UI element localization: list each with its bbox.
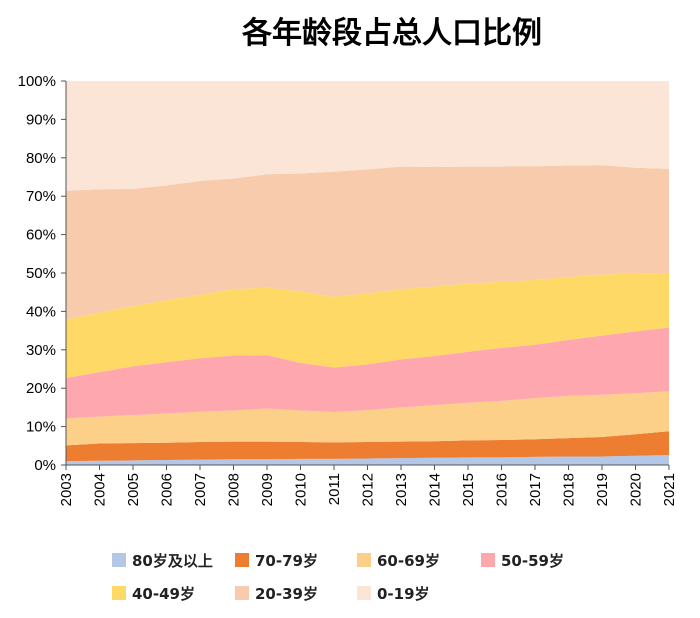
area-series-60-69-2 xyxy=(66,391,669,446)
x-tick-label: 2009 xyxy=(259,473,276,506)
legend-label: 50-59岁 xyxy=(501,552,564,570)
y-tick-label: 70% xyxy=(26,188,56,205)
area-series-40-49-4 xyxy=(66,273,669,378)
legend-label: 60-69岁 xyxy=(377,552,440,570)
legend-swatch-50-59-03 xyxy=(481,553,495,567)
y-tick-label: 0% xyxy=(34,457,56,474)
x-tick-label: 2010 xyxy=(293,473,310,506)
y-axis: 0% 10% 20% 30% 40% 50% 60% 70% 80% 90% 100% xyxy=(18,73,67,474)
x-tick-label: 2017 xyxy=(527,473,544,506)
area-series-50-59-3 xyxy=(66,327,669,419)
x-tick-label: 2018 xyxy=(561,473,578,506)
chart-title: 各年龄段占总人口比例 xyxy=(241,16,542,51)
legend: 80岁及以上 70-79岁 60-69岁 50-59岁 40-49岁 20-39岁 0-19… xyxy=(112,552,564,603)
x-tick-label: 2014 xyxy=(427,473,444,506)
x-tick-label: 2015 xyxy=(460,473,477,506)
x-tick-label: 2013 xyxy=(393,473,410,506)
x-tick-label: 2003 xyxy=(58,473,75,506)
x-tick-label: 2006 xyxy=(159,473,176,506)
y-tick-label: 50% xyxy=(26,265,56,282)
legend-swatch-0-19-12 xyxy=(357,586,371,600)
legend-label: 20-39岁 xyxy=(255,585,318,603)
plot-area xyxy=(66,81,669,465)
y-tick-label: 100% xyxy=(18,73,56,90)
legend-label: 40-49岁 xyxy=(132,585,195,603)
area-series-80-0 xyxy=(66,455,669,465)
x-tick-label: 2020 xyxy=(628,473,645,506)
y-tick-label: 60% xyxy=(26,227,56,244)
legend-swatch-40-49-10 xyxy=(112,586,126,600)
y-tick-label: 10% xyxy=(26,419,56,436)
area-series-20-39-5 xyxy=(66,165,669,320)
y-tick-label: 20% xyxy=(26,380,56,397)
area-series-70-79-1 xyxy=(66,431,669,462)
x-tick-label: 2011 xyxy=(326,473,343,505)
x-tick-label: 2019 xyxy=(594,473,611,506)
legend-label: 0-19岁 xyxy=(377,585,430,603)
legend-label: 80岁及以上 xyxy=(132,552,213,570)
legend-swatch-70-79-01 xyxy=(235,553,249,567)
x-tick-label: 2005 xyxy=(125,473,142,506)
x-tick-label: 2012 xyxy=(360,473,377,506)
area-series-0-19-6 xyxy=(66,81,669,191)
x-tick-label: 2007 xyxy=(192,473,209,506)
legend-swatch-60-69-02 xyxy=(357,553,371,567)
y-tick-label: 80% xyxy=(26,150,56,167)
x-tick-label: 2004 xyxy=(92,473,109,506)
y-tick-label: 40% xyxy=(26,303,56,320)
y-tick-label: 30% xyxy=(26,342,56,359)
legend-label: 70-79岁 xyxy=(255,552,318,570)
legend-swatch-80-00 xyxy=(112,553,126,567)
x-tick-label: 2016 xyxy=(494,473,511,506)
y-tick-label: 90% xyxy=(26,111,56,128)
x-axis: 2003 2004 2005 2006 2007 2008 2009 2010 2011 2012… xyxy=(58,464,678,506)
x-tick-label: 2021 xyxy=(661,473,678,506)
legend-swatch-20-39-11 xyxy=(235,586,249,600)
x-tick-label: 2008 xyxy=(226,473,243,506)
